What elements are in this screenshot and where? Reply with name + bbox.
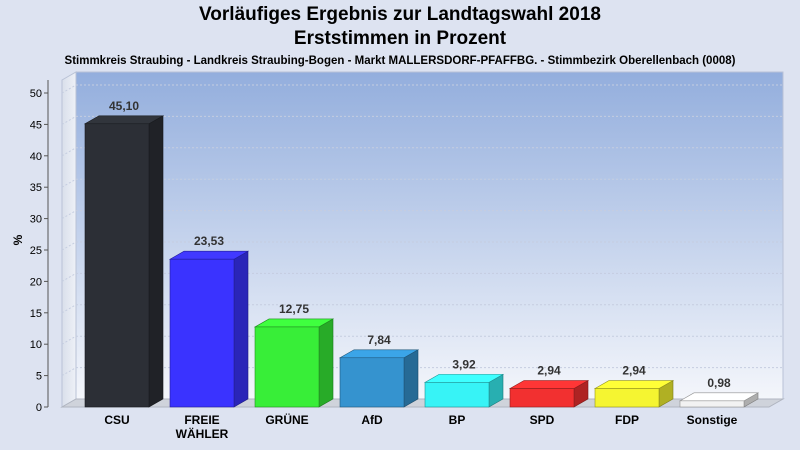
bar-front (84, 123, 150, 408)
bar-value-label: 0,98 (707, 376, 731, 390)
bar-top (423, 374, 505, 383)
y-tick-label: 30 (30, 214, 42, 226)
y-tick-label: 20 (30, 276, 42, 288)
x-tick-label: AfD (361, 413, 383, 427)
bar-top (253, 318, 335, 328)
bar-front (169, 258, 235, 408)
bar-side (233, 250, 249, 408)
y-tick-label: 25 (30, 245, 42, 257)
bar-front (339, 357, 405, 408)
y-tick-label: 0 (36, 402, 42, 414)
grid-line-diagonal (61, 178, 77, 188)
grid-line-diagonal (61, 304, 77, 314)
bar-top (593, 380, 675, 389)
x-tick-label: FREIE (184, 413, 219, 427)
chart-subtitle: Stimmkreis Straubing - Landkreis Straubi… (64, 55, 736, 67)
grid-line-diagonal (61, 115, 77, 125)
y-axis: 0 5 10 15 20 25 30 35 40 45 50% (11, 80, 49, 414)
y-tick-label: 5 (36, 371, 42, 383)
bar-top (508, 380, 590, 389)
grid-line-diagonal (61, 272, 77, 282)
bar: 3,92 (423, 357, 505, 408)
bar-value-label: 2,94 (537, 364, 561, 378)
y-tick-label: 45 (30, 119, 42, 131)
bar-top (338, 349, 420, 359)
chart-title-line1: Vorläufiges Ergebnis zur Landtagswahl 20… (199, 4, 601, 25)
grid-line-diagonal (61, 84, 77, 94)
chart-title-line2: Erststimmen in Prozent (293, 28, 507, 49)
grid-line-diagonal (61, 147, 77, 157)
bar-value-label: 2,94 (622, 364, 646, 378)
bar-value-label: 45,10 (109, 99, 139, 113)
x-tick-label: SPD (530, 413, 555, 427)
bar-value-label: 23,53 (194, 234, 224, 248)
bar: 2,94 (508, 364, 590, 408)
grid-line-diagonal (61, 367, 77, 377)
y-tick-label: 35 (30, 182, 42, 194)
x-tick-label: GRÜNE (265, 412, 308, 427)
x-tick-label: CSU (104, 413, 129, 427)
bar-value-label: 7,84 (367, 333, 391, 347)
bar-side (148, 115, 164, 408)
x-tick-label: FDP (615, 413, 639, 427)
bar: 23,53 (168, 234, 250, 408)
bar-value-label: 12,75 (279, 302, 309, 316)
bar: 7,84 (338, 333, 420, 408)
grid-line-diagonal (61, 241, 77, 251)
y-tick-label: 15 (30, 308, 42, 320)
bar-top (83, 115, 165, 125)
bar-front (679, 400, 745, 408)
x-tick-label: BP (449, 413, 466, 427)
bar-top (678, 392, 760, 402)
x-tick-label: Sonstige (687, 413, 738, 427)
bar: 45,10 (83, 99, 165, 408)
bar-side (403, 349, 419, 408)
bar: 0,98 (678, 376, 760, 408)
bar-top (168, 250, 250, 260)
bar-value-label: 3,92 (452, 357, 476, 371)
bar: 2,94 (593, 364, 675, 408)
grid-line-diagonal (61, 335, 77, 345)
bar-side (318, 318, 334, 408)
bar: 12,75 (253, 302, 335, 408)
x-tick-label: WÄHLER (176, 426, 229, 441)
bar-front (594, 388, 660, 408)
plot-left-wall (61, 71, 77, 408)
y-axis-label: % (11, 234, 25, 245)
bar-front (424, 382, 490, 408)
y-tick-label: 40 (30, 151, 42, 163)
y-tick-label: 50 (30, 88, 42, 100)
y-tick-label: 10 (30, 339, 42, 351)
bar-front (509, 388, 575, 408)
bars: 45,10 23,53 12,75 7,84 3,92 2,94 2,94 0,98 (83, 99, 760, 408)
grid-line-diagonal (61, 210, 77, 220)
bar-front (254, 326, 320, 408)
